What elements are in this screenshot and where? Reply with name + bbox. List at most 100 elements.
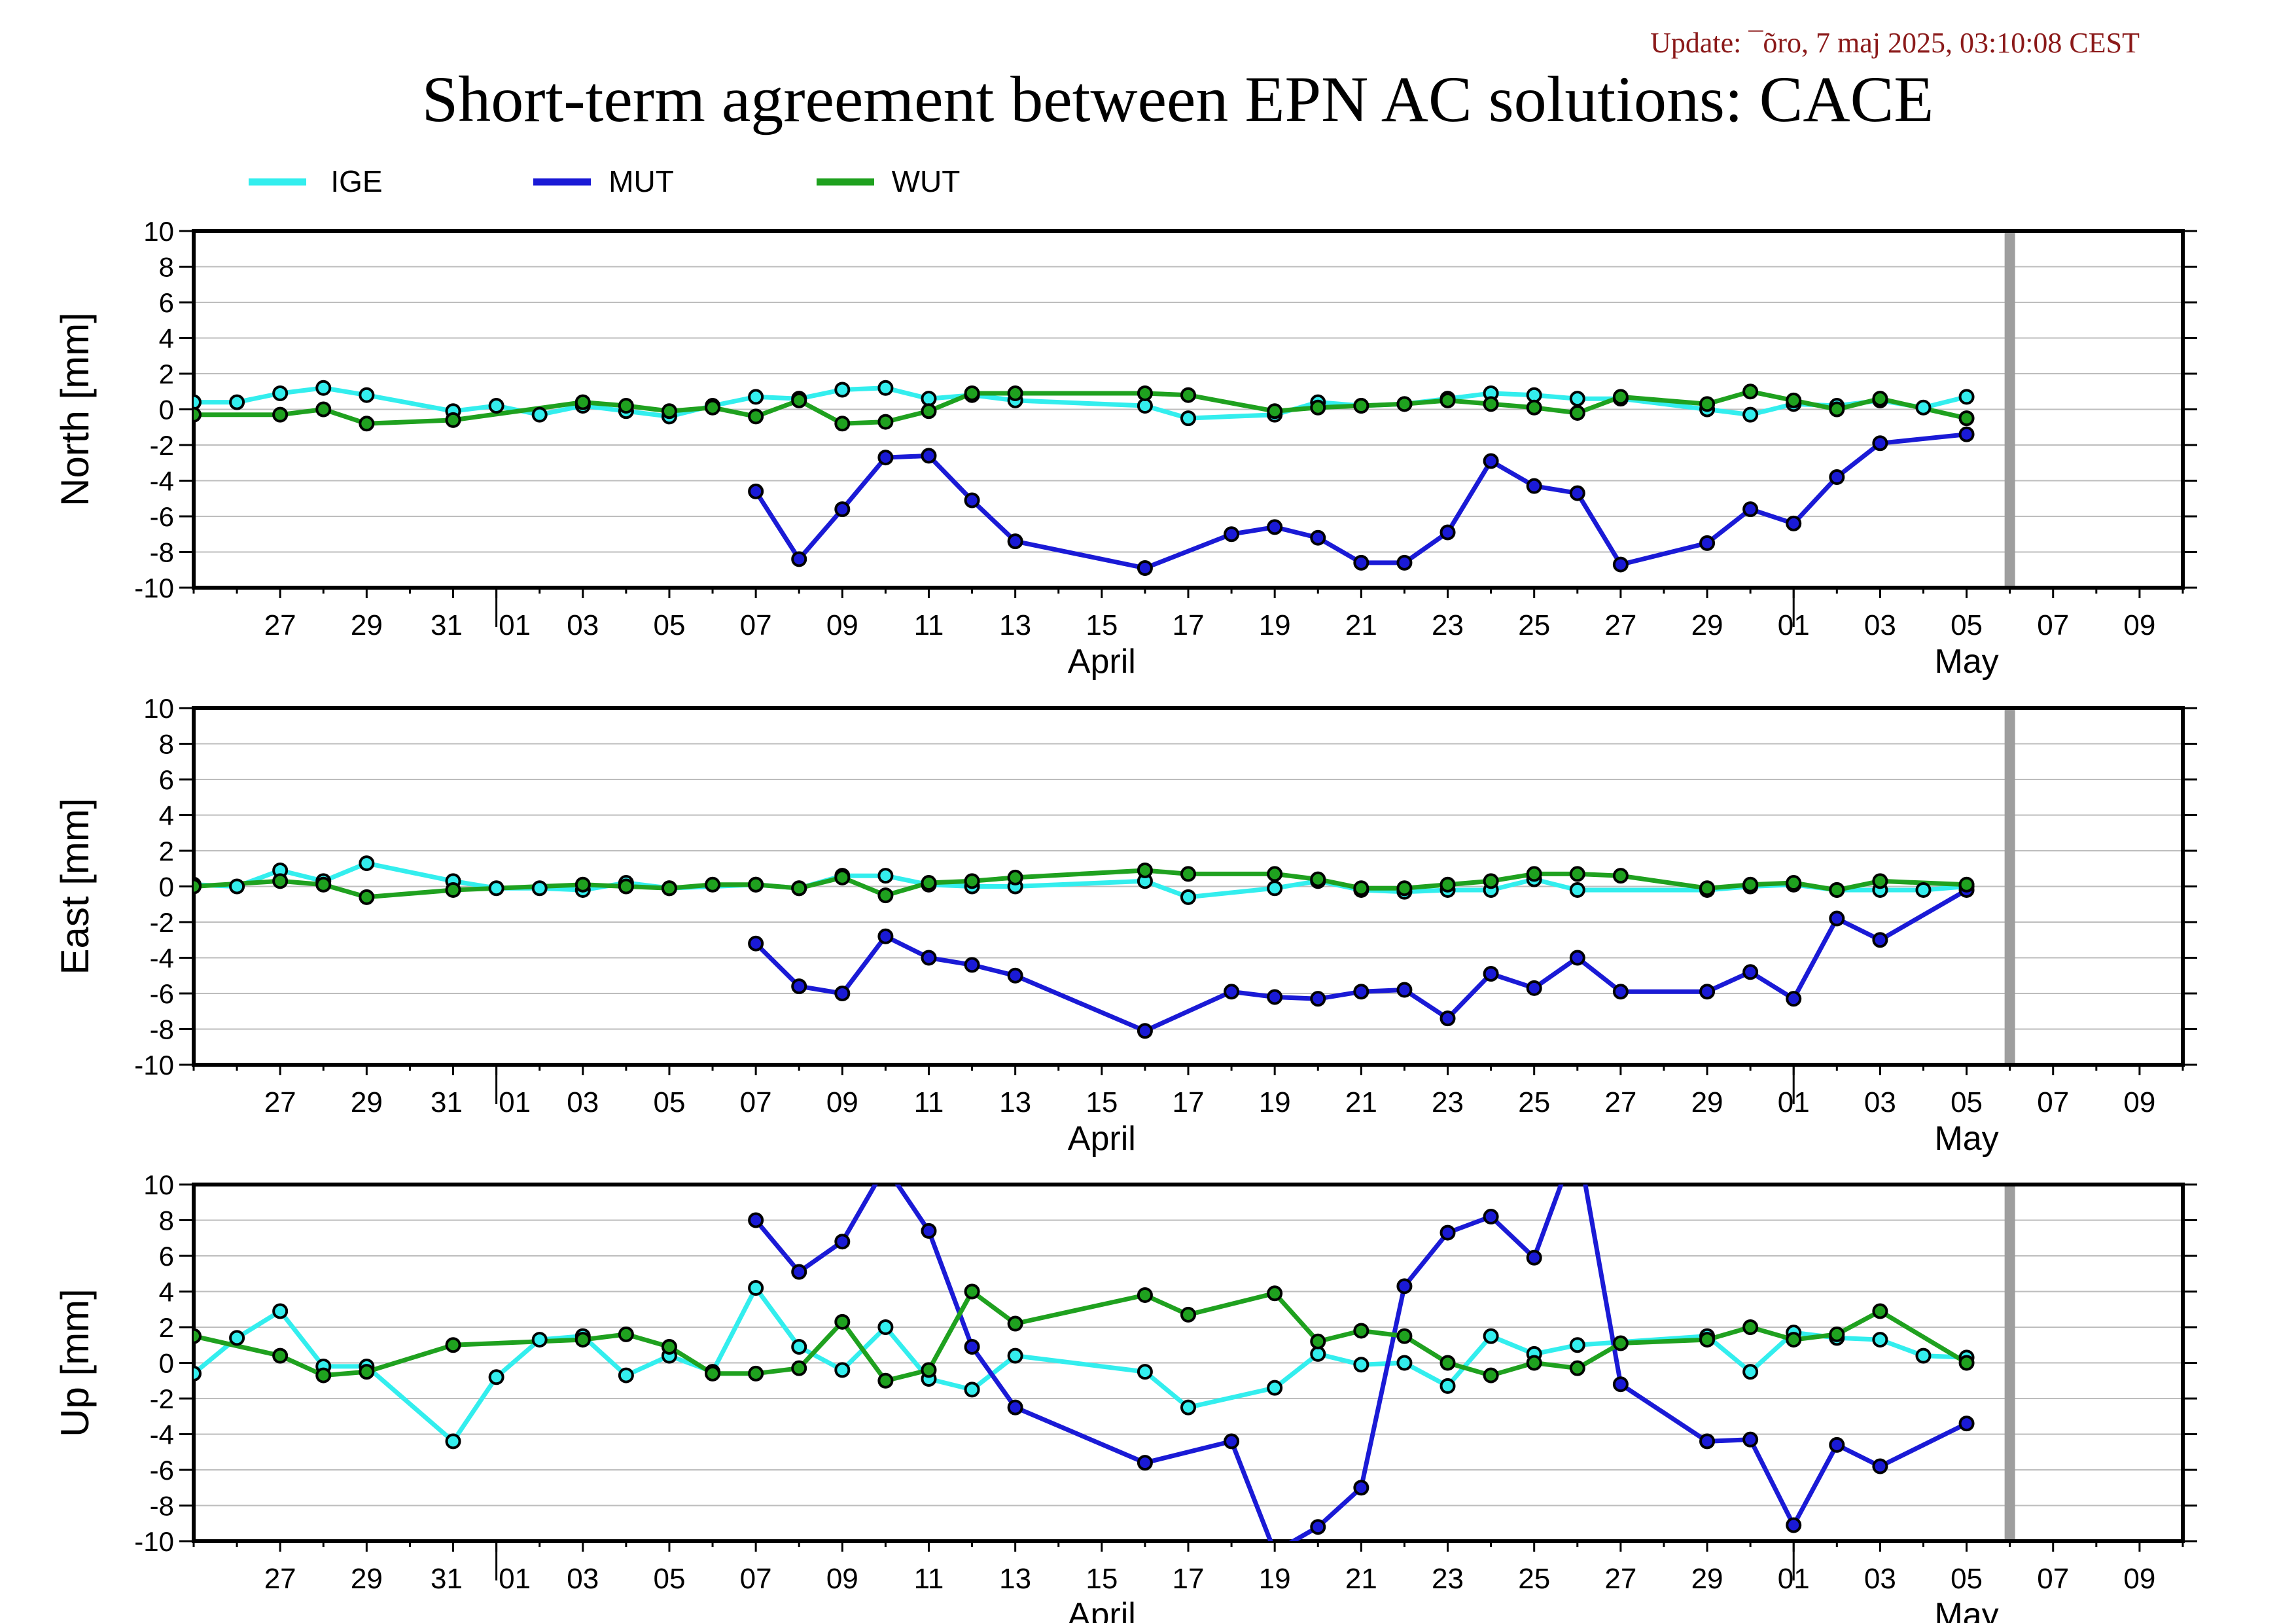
data-point-mut (964, 492, 980, 508)
data-point-mut (1699, 535, 1716, 551)
data-point-ige (194, 1365, 202, 1382)
data-point-mut (921, 1222, 937, 1239)
y-axis-label: North [mm] (53, 312, 97, 507)
data-point-wut (1310, 399, 1326, 416)
data-point-mut (1569, 485, 1585, 501)
data-point-wut (748, 876, 764, 893)
data-point-ige (272, 1303, 289, 1319)
data-point-wut (1180, 1306, 1196, 1323)
data-point-wut (1569, 866, 1585, 882)
data-point-wut (921, 875, 937, 891)
data-point-wut (1137, 385, 1153, 401)
data-point-ige (791, 1338, 807, 1355)
data-point-ige (1180, 889, 1196, 905)
data-point-mut (1310, 1519, 1326, 1535)
data-point-ige (1915, 882, 1932, 898)
x-tick-label: 03 (567, 1563, 599, 1595)
y-tick-label: -10 (134, 573, 174, 603)
month-label: May (1934, 643, 1998, 681)
data-point-wut (1137, 862, 1153, 878)
data-point-ige (1915, 1347, 1932, 1364)
x-tick-label: 29 (1691, 609, 1723, 641)
data-point-mut (791, 551, 807, 567)
data-point-ige (877, 380, 894, 396)
x-tick-label: 09 (826, 1086, 858, 1118)
data-point-wut (445, 1337, 461, 1353)
data-point-mut (1439, 1010, 1456, 1027)
y-tick-label: 10 (143, 1169, 174, 1200)
x-tick-label: 23 (1432, 1086, 1464, 1118)
x-tick-label: 09 (826, 1563, 858, 1595)
x-tick-label: 29 (351, 609, 383, 641)
data-point-wut (1742, 383, 1759, 400)
data-point-ige (445, 1433, 461, 1450)
data-point-mut (1396, 982, 1413, 998)
data-point-wut (964, 873, 980, 889)
data-point-mut (1353, 1480, 1369, 1496)
data-point-wut (315, 876, 332, 893)
data-point-mut (1742, 964, 1759, 980)
data-point-mut (1569, 950, 1585, 966)
data-point-wut (1699, 880, 1716, 897)
x-tick-label: 17 (1173, 1563, 1205, 1595)
data-point-ige (1267, 1380, 1283, 1396)
x-tick-label: 27 (264, 1563, 296, 1595)
data-point-mut (1007, 533, 1023, 550)
data-point-ige (1958, 389, 1975, 405)
data-point-wut (1439, 1355, 1456, 1371)
data-point-wut (1267, 403, 1283, 419)
data-point-wut (574, 394, 591, 410)
x-tick-label: 19 (1259, 609, 1291, 641)
x-tick-label: 19 (1259, 1563, 1291, 1595)
x-tick-label: 13 (999, 1086, 1031, 1118)
y-tick-label: -4 (150, 943, 174, 974)
chart-title: Short-term agreement between EPN AC solu… (422, 63, 1934, 135)
data-point-ige (877, 1319, 894, 1335)
data-point-ige (618, 1367, 634, 1383)
data-point-wut (1742, 1319, 1759, 1335)
data-point-mut (1007, 1399, 1023, 1416)
x-tick-label: 05 (1951, 1563, 1983, 1595)
data-point-wut (1007, 869, 1023, 885)
x-tick-label: 01 (499, 609, 531, 641)
data-point-ige (1569, 1337, 1585, 1353)
data-point-mut (1612, 1376, 1629, 1393)
data-point-wut (1439, 876, 1456, 893)
data-point-mut (1872, 1458, 1888, 1474)
data-point-mut (1526, 478, 1542, 494)
data-point-wut (1526, 399, 1542, 416)
data-point-wut (618, 1326, 634, 1342)
data-point-wut (1569, 1360, 1585, 1376)
data-point-ige (531, 1332, 548, 1348)
data-point-wut (1958, 1355, 1975, 1371)
data-point-ige (1353, 1357, 1369, 1373)
data-point-wut (1742, 876, 1759, 893)
y-tick-label: -2 (150, 907, 174, 938)
data-point-wut (618, 878, 634, 895)
data-point-ige (229, 394, 245, 410)
data-point-mut (748, 935, 764, 952)
data-point-wut (1483, 873, 1499, 889)
data-point-ige (1569, 882, 1585, 898)
x-tick-label: 01 (499, 1086, 531, 1118)
x-tick-label: 09 (826, 609, 858, 641)
x-tick-label: 05 (653, 609, 685, 641)
data-point-wut (791, 1360, 807, 1376)
data-point-wut (1786, 875, 1802, 891)
data-point-wut (445, 882, 461, 898)
current-date-marker (2004, 1185, 2015, 1541)
data-point-wut (1267, 866, 1283, 882)
data-point-wut (1958, 410, 1975, 427)
y-tick-label: -6 (150, 978, 174, 1009)
data-point-wut (1829, 882, 1845, 898)
data-point-mut (1829, 1436, 1845, 1453)
x-tick-label: 05 (653, 1563, 685, 1595)
data-point-wut (359, 416, 375, 432)
data-point-ige (531, 406, 548, 423)
y-tick-label: 6 (159, 764, 174, 795)
data-point-mut (921, 950, 937, 966)
x-tick-label: 29 (1691, 1086, 1723, 1118)
x-tick-label: 13 (999, 609, 1031, 641)
x-tick-label: 31 (431, 1563, 463, 1595)
x-tick-label: 01 (1778, 1086, 1810, 1118)
